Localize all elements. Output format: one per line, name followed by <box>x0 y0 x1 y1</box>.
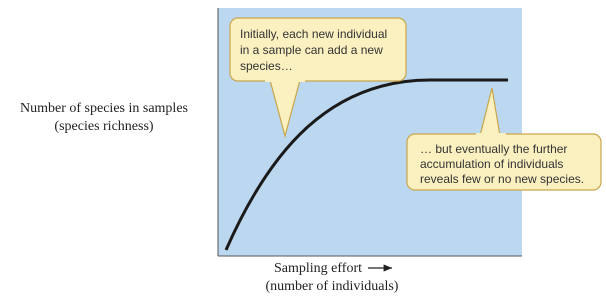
callout-joint <box>265 76 305 82</box>
callout-text: accumulation of individuals <box>420 157 563 171</box>
callout-pointer <box>479 87 501 137</box>
callout-box <box>229 17 407 82</box>
y-axis-label: Number of species in samples <box>20 101 188 116</box>
callout-text: Initially, each new individual <box>240 27 387 41</box>
y-axis-label: (species richness) <box>54 119 153 134</box>
accumulation-curve <box>224 78 508 251</box>
x-axis-label: (number of individuals) <box>266 279 399 294</box>
callout-text: … but eventually the further <box>420 142 567 156</box>
callout-joint <box>476 133 506 139</box>
x-axis-label: Sampling effort <box>274 261 362 276</box>
callout-text: species… <box>240 59 293 73</box>
callout-text: in a sample can add a new <box>240 43 383 57</box>
callout-text: reveals few or no new species. <box>420 172 584 186</box>
callout-pointer <box>269 79 301 139</box>
